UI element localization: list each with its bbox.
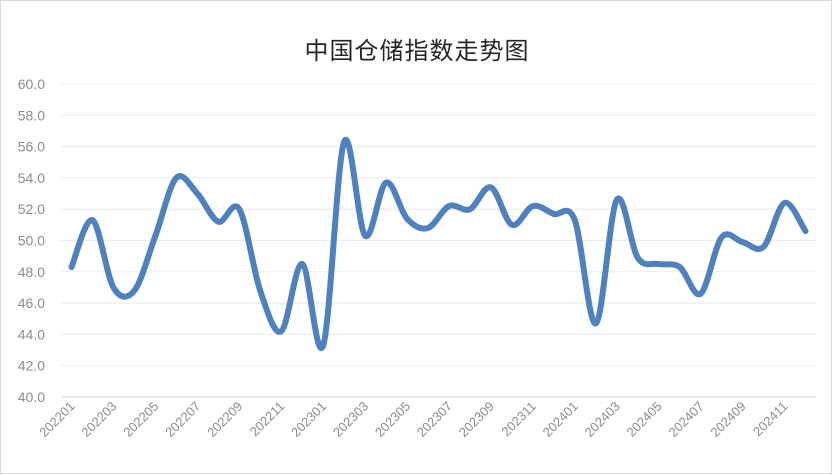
x-tick-label: 202409 (707, 399, 748, 440)
x-tick-label: 202205 (120, 399, 161, 440)
x-tick-label: 202301 (288, 399, 329, 440)
y-tick-label: 46.0 (18, 295, 45, 311)
x-tick-label: 202207 (162, 399, 203, 440)
x-tick-label: 202203 (78, 399, 119, 440)
x-axis: 202201 202203 202205 202207 202209 202211 2023… (36, 399, 790, 440)
y-tick-label: 40.0 (18, 389, 45, 405)
x-tick-label: 202209 (204, 399, 245, 440)
x-tick-label: 202407 (665, 399, 706, 440)
x-tick-label: 202411 (750, 399, 791, 440)
x-tick-label: 202311 (498, 399, 539, 440)
y-tick-label: 44.0 (18, 326, 45, 342)
y-tick-label: 42.0 (18, 358, 45, 374)
x-tick-label: 202309 (456, 399, 497, 440)
y-axis: 40.0 42.0 44.0 46.0 48.0 50.0 52.0 54.0 56.0 58.0… (18, 76, 45, 405)
series-line (68, 136, 809, 352)
x-tick-label: 202211 (247, 399, 288, 440)
x-tick-label: 202405 (624, 399, 665, 440)
y-tick-label: 60.0 (18, 76, 45, 92)
x-tick-label: 202303 (330, 399, 371, 440)
gridlines (61, 83, 816, 398)
y-tick-label: 56.0 (18, 139, 45, 155)
y-tick-label: 58.0 (18, 107, 45, 123)
x-tick-label: 202307 (414, 399, 455, 440)
x-tick-label: 202403 (582, 399, 623, 440)
y-tick-label: 54.0 (18, 170, 45, 186)
x-tick-label: 202305 (372, 399, 413, 440)
y-tick-label: 52.0 (18, 201, 45, 217)
chart-title: 中国仓储指数走势图 (304, 37, 530, 65)
x-tick-label: 202401 (540, 399, 581, 440)
y-tick-label: 50.0 (18, 233, 45, 249)
y-tick-label: 48.0 (18, 264, 45, 280)
